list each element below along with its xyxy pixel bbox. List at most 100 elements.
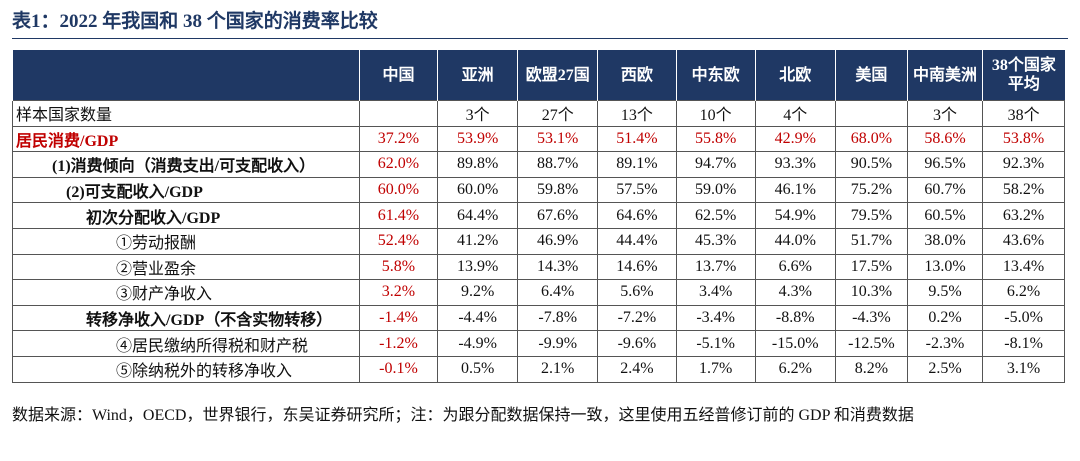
- cell: -2.3%: [906, 330, 984, 357]
- empty-cell: [834, 100, 908, 127]
- cell: 6.2%: [754, 355, 836, 383]
- cell: 92.3%: [982, 151, 1065, 178]
- cell: 93.3%: [754, 151, 836, 178]
- cell: 89.1%: [597, 151, 677, 178]
- cell: 59.8%: [517, 176, 599, 204]
- cell: 4个: [754, 100, 836, 127]
- cell: -1.4%: [358, 304, 438, 332]
- cell: -5.1%: [675, 330, 756, 357]
- cell: 60.0%: [358, 176, 438, 204]
- title-rule: [12, 38, 1068, 39]
- table-row: 样本国家数量 3个 27个 13个 10个 4个 3个 38个: [12, 100, 1065, 127]
- cell: 90.5%: [834, 151, 908, 178]
- table-row: 居民消费/GDP 37.2% 53.9% 53.1% 51.4% 55.8% 42.9% 68…: [12, 125, 1065, 153]
- column-header: 北欧: [754, 50, 836, 101]
- cell: 59.0%: [675, 176, 756, 204]
- table-row: ②营业盈余 5.8% 13.9% 14.3% 14.6% 13.7% 6.6% 17.5% 13…: [12, 253, 1065, 281]
- cell: 89.8%: [436, 151, 519, 178]
- cell: 2.1%: [517, 355, 599, 383]
- cell: 38个: [982, 100, 1065, 127]
- cell: 94.7%: [675, 151, 756, 178]
- cell: 2.4%: [597, 355, 677, 383]
- cell: 67.6%: [517, 202, 599, 229]
- row-label: 样本国家数量: [12, 100, 360, 127]
- cell: 3个: [906, 100, 984, 127]
- header-blank: [12, 50, 360, 101]
- table-row: ④居民缴纳所得税和财产税 -1.2% -4.9% -9.9% -9.6% -5.1% -15…: [12, 330, 1065, 357]
- cell: 13.0%: [906, 253, 984, 281]
- cell: 17.5%: [834, 253, 908, 281]
- cell: 64.6%: [597, 202, 677, 229]
- cell: -4.3%: [834, 304, 908, 332]
- cell: 3.2%: [358, 279, 438, 306]
- cell: -4.9%: [436, 330, 519, 357]
- cell: 54.9%: [754, 202, 836, 229]
- cell: 57.5%: [597, 176, 677, 204]
- row-label: ④居民缴纳所得税和财产税: [12, 330, 360, 357]
- title: 表1：2022 年我国和 38 个国家的消费率比较: [12, 11, 378, 32]
- cell: -7.2%: [597, 304, 677, 332]
- cell: 46.1%: [754, 176, 836, 204]
- cell: -9.9%: [517, 330, 599, 357]
- cell: 6.2%: [982, 279, 1065, 306]
- table-row: ③财产净收入 3.2% 9.2% 6.4% 5.6% 3.4% 4.3% 10.3% 9.5% 6…: [12, 279, 1065, 306]
- cell: -1.2%: [358, 330, 438, 357]
- cell: 62.0%: [358, 151, 438, 178]
- cell: 13.9%: [436, 253, 519, 281]
- cell: 13.4%: [982, 253, 1065, 281]
- column-header: 西欧: [597, 50, 677, 101]
- row-label: ②营业盈余: [12, 253, 360, 281]
- cell: -8.1%: [982, 330, 1065, 357]
- row-label: ③财产净收入: [12, 279, 360, 306]
- cell: 5.8%: [358, 253, 438, 281]
- cell: 6.6%: [754, 253, 836, 281]
- cell: 4.3%: [754, 279, 836, 306]
- row-label: 初次分配收入/GDP: [12, 202, 360, 229]
- cell: 68.0%: [834, 125, 908, 153]
- cell: 53.8%: [982, 125, 1065, 153]
- cell: 60.5%: [906, 202, 984, 229]
- cell: -8.8%: [754, 304, 836, 332]
- cell: 1.7%: [675, 355, 756, 383]
- cell: 10个: [675, 100, 756, 127]
- cell: 27个: [517, 100, 599, 127]
- cell: 6.4%: [517, 279, 599, 306]
- cell: 51.4%: [597, 125, 677, 153]
- cell: 51.7%: [834, 227, 908, 255]
- row-label: (2)可支配收入/GDP: [12, 176, 360, 204]
- table-row: ⑤除纳税外的转移净收入 -0.1% 0.5% 2.1% 2.4% 1.7% 6.2% 8.2%…: [12, 355, 1065, 383]
- cell: 14.6%: [597, 253, 677, 281]
- source-note: 数据来源：Wind，OECD，世界银行，东吴证券研究所；注：为跟分配数据保持一致…: [12, 407, 914, 424]
- cell: 13个: [597, 100, 677, 127]
- cell: 0.5%: [436, 355, 519, 383]
- cell: 52.4%: [358, 227, 438, 255]
- row-label: ⑤除纳税外的转移净收入: [12, 355, 360, 383]
- column-header: 亚洲: [436, 50, 518, 101]
- cell: 46.9%: [517, 227, 599, 255]
- cell: -12.5%: [834, 330, 908, 357]
- cell: -7.8%: [517, 304, 599, 332]
- row-label: 转移净收入/GDP（不含实物转移）: [12, 304, 360, 332]
- cell: 3.1%: [982, 355, 1065, 383]
- cell: -9.6%: [597, 330, 677, 357]
- cell: 63.2%: [982, 202, 1065, 229]
- cell: 53.1%: [517, 125, 599, 153]
- table-row: (1)消费倾向（消费支出/可支配收入） 62.0% 89.8% 88.7% 89.1% 9…: [12, 151, 1065, 178]
- cell: -0.1%: [358, 355, 438, 383]
- cell: 53.9%: [436, 125, 519, 153]
- cell: 44.0%: [754, 227, 836, 255]
- cell: 0.2%: [906, 304, 984, 332]
- cell: 41.2%: [436, 227, 519, 255]
- cell: 9.5%: [906, 279, 984, 306]
- row-label: 居民消费/GDP: [12, 125, 360, 153]
- cell: 8.2%: [834, 355, 908, 383]
- table-row: ①劳动报酬 52.4% 41.2% 46.9% 44.4% 45.3% 44.0% 51.7%…: [12, 227, 1065, 255]
- cell: 14.3%: [517, 253, 599, 281]
- cell: 88.7%: [517, 151, 599, 178]
- empty-cell: [358, 100, 438, 127]
- table-row: (2)可支配收入/GDP 60.0% 60.0% 59.8% 57.5% 59.0% 46.…: [12, 176, 1065, 204]
- cell: 79.5%: [834, 202, 908, 229]
- header-row: 中国 亚洲 欧盟27国 西欧 中东欧 北欧 美国 中南美洲 38个国家平均: [12, 50, 1065, 101]
- cell: -15.0%: [754, 330, 836, 357]
